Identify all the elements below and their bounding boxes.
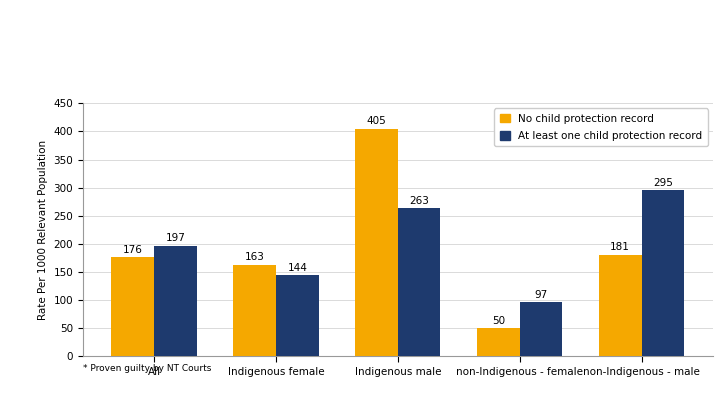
Bar (154, 245, 197, 356)
Text: Offending* Rate Per 1000 Relevant Population by
Indigenous Status by Sex: All AN: Offending* Rate Per 1000 Relevant Popula… (140, 16, 604, 57)
Text: 405: 405 (366, 116, 387, 126)
Y-axis label: Rate Per 1000 Relevant Population: Rate Per 1000 Relevant Population (37, 140, 48, 320)
Circle shape (48, 33, 71, 50)
Text: DEPARTMENT OF THE ATTORNEY-GENERAL AND JUSTICE: DEPARTMENT OF THE ATTORNEY-GENERAL AND J… (14, 383, 384, 396)
Circle shape (43, 24, 60, 37)
Circle shape (56, 22, 78, 39)
Bar (477, 328, 520, 356)
Text: 50: 50 (492, 316, 505, 326)
Text: 144: 144 (287, 263, 307, 273)
Text: 163: 163 (245, 252, 264, 262)
Text: 176: 176 (123, 245, 143, 255)
Text: 295: 295 (653, 178, 672, 188)
Text: 197: 197 (166, 233, 185, 243)
Bar (397, 209, 441, 356)
Bar (642, 190, 684, 356)
Bar (599, 255, 642, 356)
Text: Northern
Territory
Government: Northern Territory Government (35, 51, 88, 85)
Text: * Proven guilty by NT Courts: * Proven guilty by NT Courts (83, 364, 211, 373)
Bar (112, 258, 154, 356)
Legend: No child protection record, At least one child protection record: No child protection record, At least one… (495, 109, 708, 146)
Text: 97: 97 (534, 290, 548, 300)
Bar (276, 275, 318, 356)
Bar (520, 302, 562, 356)
Circle shape (48, 11, 71, 28)
Bar (233, 265, 276, 356)
Text: 181: 181 (611, 242, 630, 252)
Circle shape (24, 22, 47, 39)
Circle shape (32, 33, 55, 50)
Bar (355, 128, 397, 356)
Circle shape (32, 11, 55, 28)
Text: 263: 263 (409, 196, 429, 206)
